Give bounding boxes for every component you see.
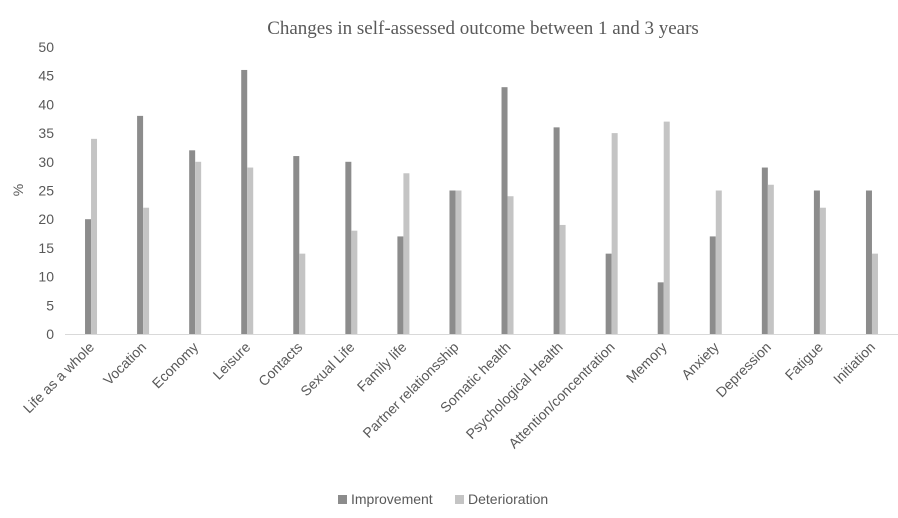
bar-deterioration	[91, 138, 98, 334]
bar-deterioration	[611, 133, 618, 334]
bar-improvement	[865, 190, 872, 334]
y-tick-label: 50	[38, 39, 54, 55]
bar-deterioration	[767, 184, 774, 334]
bar-deterioration	[143, 207, 150, 334]
bar-deterioration	[871, 253, 878, 334]
bar-deterioration	[299, 253, 306, 334]
x-tick-label: Attention/concentration	[505, 339, 618, 452]
bar-improvement	[241, 69, 248, 335]
legend-label-deterioration: Deterioration	[468, 491, 548, 507]
y-tick-label: 0	[46, 326, 54, 342]
bar-deterioration	[455, 190, 462, 334]
bar-deterioration	[559, 224, 566, 334]
y-axis-label: %	[10, 184, 26, 196]
y-tick-label: 15	[38, 240, 54, 256]
y-tick-label: 25	[38, 183, 54, 199]
bar-deterioration	[715, 190, 722, 334]
x-tick-label: Memory	[623, 339, 670, 386]
bar-improvement	[397, 236, 404, 334]
bar-improvement	[605, 253, 612, 334]
x-tick-label: Contacts	[255, 339, 305, 389]
bar-deterioration	[195, 161, 202, 334]
bar-improvement	[813, 190, 820, 334]
bar-deterioration	[403, 173, 410, 334]
y-tick-label: 5	[46, 297, 54, 313]
y-tick-label: 10	[38, 269, 54, 285]
bar-improvement	[189, 150, 196, 334]
x-tick-label: Life as a whole	[20, 339, 98, 417]
x-tick-label: Family life	[354, 339, 410, 395]
x-tick-label: Vocation	[100, 339, 149, 388]
bar-improvement	[657, 282, 664, 334]
x-tick-label: Economy	[149, 339, 202, 392]
x-tick-label: Psychological Health	[462, 339, 565, 442]
bar-improvement	[345, 161, 352, 334]
bar-deterioration	[507, 196, 514, 334]
plot-area: 0 5 10 15 20 25 30 35 40 45 50 Life as a whole Vocat…	[20, 39, 898, 451]
bar-deterioration	[819, 207, 826, 334]
bar-deterioration	[351, 230, 358, 334]
y-tick-label: 20	[38, 211, 54, 227]
chart-title: Changes in self-assessed outcome between…	[267, 18, 699, 39]
bar-improvement	[85, 219, 92, 334]
x-tick-label: Fatigue	[782, 339, 826, 383]
y-tick-label: 45	[38, 68, 54, 84]
y-tick-label: 35	[38, 125, 54, 141]
bar-improvement	[293, 156, 300, 334]
x-tick-label: Partner relationsship	[359, 339, 461, 441]
y-tick-label: 40	[38, 96, 54, 112]
x-tick-label: Depression	[713, 339, 774, 400]
bar-improvement	[449, 190, 456, 334]
legend-swatch-improvement	[338, 495, 347, 504]
bar-improvement	[137, 115, 144, 334]
bar-deterioration	[663, 121, 670, 335]
bar-improvement	[553, 127, 560, 334]
legend-label-improvement: Improvement	[351, 491, 433, 507]
legend-swatch-deterioration	[455, 495, 464, 504]
x-tick-label: Sexual Life	[297, 339, 357, 399]
bar-improvement	[501, 87, 508, 335]
x-tick-label: Initiation	[830, 339, 878, 387]
y-tick-label: 30	[38, 154, 54, 170]
x-tick-label: Anxiety	[678, 339, 722, 383]
bar-deterioration	[247, 167, 254, 334]
x-tick-label: Leisure	[210, 339, 254, 383]
legend: Improvement Deterioration	[338, 491, 548, 507]
bar-improvement	[761, 167, 768, 334]
bar-improvement	[709, 236, 716, 334]
